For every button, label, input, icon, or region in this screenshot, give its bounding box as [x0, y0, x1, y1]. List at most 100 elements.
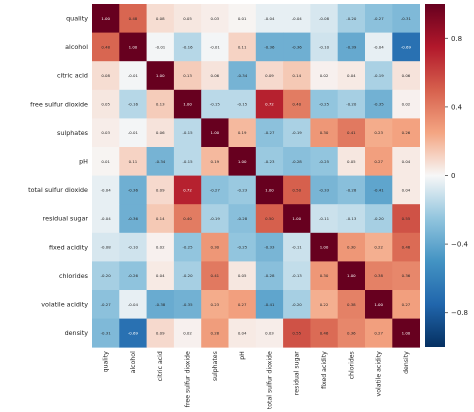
- column-label-volatile-acidity: volatile acidity: [376, 351, 383, 397]
- heatmap-cell: [119, 147, 147, 176]
- heatmap-cell: [119, 32, 147, 62]
- cell-value-label: 0.72: [183, 187, 192, 192]
- heatmap-cell: [146, 32, 175, 62]
- heatmap-cell: [146, 89, 175, 119]
- heatmap-cell: [392, 32, 420, 62]
- cell-value-label: 0.01: [101, 159, 110, 164]
- heatmap-cell: [228, 175, 257, 205]
- heatmap-cell: [365, 204, 393, 234]
- column-labels: quality alcohol citric acid free sulfur dio…: [103, 351, 410, 409]
- heatmap-cell: [255, 147, 284, 176]
- cell-value-label: 0.14: [292, 73, 301, 78]
- heatmap-cell: [173, 232, 202, 262]
- heatmap-cell: [228, 232, 257, 262]
- heatmap-cell: [92, 61, 120, 91]
- heatmap-cell: [365, 232, 393, 262]
- heatmap-cell: [92, 175, 120, 205]
- cell-value-label: -0.33: [264, 245, 275, 250]
- heatmap-cell: [392, 318, 420, 348]
- cell-value-label: -0.34: [155, 159, 166, 164]
- cell-value-label: 0.30: [347, 245, 356, 250]
- heatmap-cell: [255, 290, 284, 319]
- heatmap-cell: [283, 4, 311, 33]
- cell-value-label: 0.50: [292, 187, 301, 192]
- heatmap-cell: [392, 61, 420, 91]
- cell-value-label: -0.35: [374, 102, 385, 107]
- colorbar-gradient: [425, 4, 445, 347]
- cell-value-label: 0.09: [265, 73, 274, 78]
- cell-value-label: -0.01: [128, 130, 139, 135]
- cell-value-label: 0.55: [292, 330, 301, 335]
- cell-value-label: 0.11: [129, 159, 138, 164]
- cell-value-label: 0.06: [211, 73, 220, 78]
- cell-value-label: -0.15: [183, 130, 194, 135]
- cell-value-label: -0.16: [183, 44, 194, 49]
- cell-value-label: 0.06: [402, 73, 411, 78]
- heatmap-cell: [228, 318, 257, 348]
- cell-value-label: -0.25: [319, 159, 330, 164]
- heatmap-cell: [119, 175, 147, 205]
- cell-value-label: -0.28: [237, 216, 248, 221]
- heatmap-cell: [337, 147, 366, 176]
- cell-value-label: 0.30: [320, 130, 329, 135]
- heatmap-cell: [310, 290, 339, 319]
- cell-value-label: -0.11: [292, 245, 303, 250]
- heatmap-cell: [228, 4, 257, 33]
- cell-value-label: 0.23: [374, 130, 383, 135]
- cell-value-label: 0.11: [238, 44, 247, 49]
- cell-value-label: -0.15: [210, 102, 221, 107]
- heatmap-cell: [310, 118, 339, 148]
- cell-value-label: 0.02: [320, 73, 329, 78]
- cell-value-label: 0.27: [374, 330, 383, 335]
- cell-value-label: -0.04: [292, 16, 303, 21]
- cell-value-label: -0.01: [128, 73, 139, 78]
- cell-value-label: -0.20: [183, 273, 194, 278]
- heatmap-cell: [92, 32, 120, 62]
- heatmap-cell: [146, 232, 175, 262]
- cell-value-label: -0.36: [264, 44, 275, 49]
- cell-value-label: -0.34: [237, 73, 248, 78]
- heatmap-cell: [365, 89, 393, 119]
- heatmap-cell: [337, 4, 366, 33]
- cell-value-label: 1.00: [347, 273, 356, 278]
- heatmap-cell: [119, 318, 147, 348]
- heatmap-cell: [392, 204, 420, 234]
- heatmap-cell: [310, 204, 339, 234]
- column-label-fixed-acidity: fixed acidity: [321, 351, 328, 389]
- heatmap-cell: [201, 232, 229, 262]
- heatmap-cell: [365, 175, 393, 205]
- cell-value-label: 0.09: [156, 187, 165, 192]
- cell-value-label: -0.69: [401, 44, 412, 49]
- cell-value-label: 0.02: [402, 102, 411, 107]
- cell-value-label: 1.00: [402, 330, 411, 335]
- heatmap-cell: [283, 261, 311, 291]
- cell-value-label: -0.04: [101, 216, 112, 221]
- heatmap-cell: [228, 290, 257, 319]
- cell-value-label: -0.27: [101, 302, 112, 307]
- heatmap-cell: [173, 175, 202, 205]
- cell-value-label: 1.00: [320, 245, 329, 250]
- cell-value-label: -0.36: [128, 216, 139, 221]
- cell-value-label: 0.27: [238, 302, 247, 307]
- cell-value-label: -0.28: [346, 187, 357, 192]
- heatmap-cell: [92, 261, 120, 291]
- cell-value-label: 0.22: [320, 302, 329, 307]
- cell-value-label: -0.38: [155, 302, 166, 307]
- cell-value-label: -0.04: [128, 302, 139, 307]
- cell-value-label: 0.27: [374, 159, 383, 164]
- heatmap-cell: [255, 118, 284, 148]
- heatmap-cell: [201, 290, 229, 319]
- heatmap-cell: [228, 204, 257, 234]
- heatmap-cell: [283, 290, 311, 319]
- heatmap-cell: [365, 32, 393, 62]
- cell-value-label: -0.36: [292, 44, 303, 49]
- heatmap-cell: [119, 61, 147, 91]
- cell-value-label: 0.01: [238, 16, 247, 21]
- cell-value-label: 0.04: [402, 159, 411, 164]
- heatmap-cell: [173, 261, 202, 291]
- cell-value-label: -0.04: [264, 16, 275, 21]
- heatmap-cell: [255, 232, 284, 262]
- heatmap-cell: [201, 147, 229, 176]
- cell-value-label: -0.23: [237, 187, 248, 192]
- column-label-residual-sugar: residual sugar: [294, 351, 301, 395]
